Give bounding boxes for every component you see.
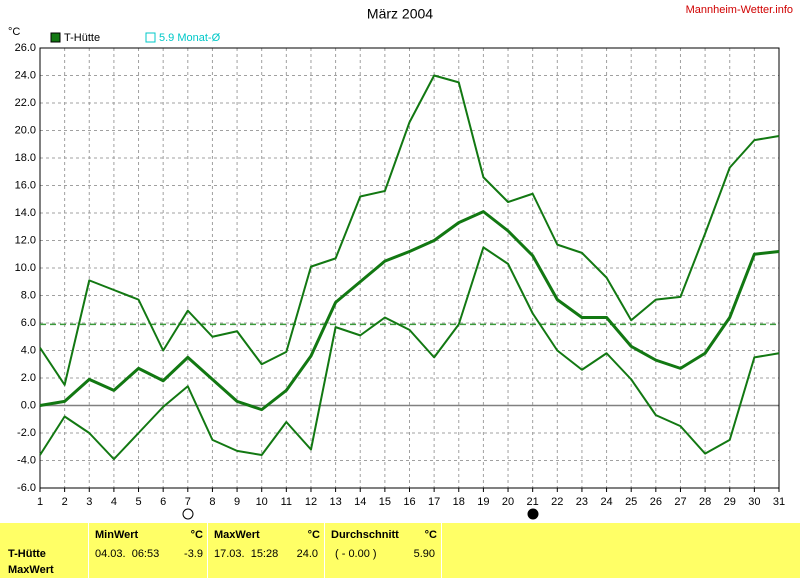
x-tick-label: 3 — [86, 496, 92, 508]
col: Durchschnitt °C ( - 0.00 ) 5.90 — [324, 523, 442, 578]
x-tick-label: 25 — [625, 496, 637, 508]
x-tick-label: 7 — [185, 496, 191, 508]
data-line — [39, 246, 780, 461]
chart: März 2004 Mannheim-Wetter.info °C -6.0 -4… — [8, 4, 793, 520]
col-when: 04.03. 06:53 — [95, 548, 160, 560]
x-tick-label: 30 — [748, 496, 760, 508]
row-label: MaxWert — [8, 564, 54, 576]
row-label: T-Hütte — [8, 548, 46, 560]
y-tick-label: -2.0 — [17, 427, 36, 439]
col-value: 24.0 — [296, 548, 318, 560]
x-tick-label: 26 — [650, 496, 662, 508]
y-tick-label: 26.0 — [15, 42, 36, 54]
x-tick-label: 27 — [674, 496, 686, 508]
x-tick-label: 12 — [305, 496, 317, 508]
x-tick-label: 28 — [699, 496, 711, 508]
x-tick-label: 10 — [256, 496, 268, 508]
x-tick-label: 24 — [600, 496, 612, 508]
legend-label: T-Hütte — [64, 32, 100, 44]
x-tick-label: 16 — [403, 496, 415, 508]
x-tick-label: 8 — [209, 496, 215, 508]
col-title: MaxWert — [214, 529, 260, 541]
col: MinWert °C 04.03. 06:53 -3.9 — [88, 523, 207, 578]
col-unit: °C — [190, 529, 203, 541]
col-value: -3.9 — [184, 548, 203, 560]
y-tick-label: 20.0 — [15, 124, 36, 136]
data-line — [39, 210, 780, 412]
y-tick-label: 12.0 — [15, 234, 36, 246]
x-tick-label: 22 — [551, 496, 563, 508]
moon-full — [182, 508, 194, 520]
chart-title: März 2004 — [367, 6, 433, 22]
col-unit: °C — [307, 529, 320, 541]
y-tick-label: 24.0 — [15, 69, 36, 81]
y-tick-label: 22.0 — [15, 97, 36, 109]
summary-table: T-Hütte MaxWert MinWert °C 04.03. 06:53 … — [0, 523, 800, 578]
x-tick-label: 18 — [453, 496, 465, 508]
data-line — [39, 74, 780, 386]
x-tick-label: 15 — [379, 496, 391, 508]
col-title: MinWert — [95, 529, 139, 541]
y-tick-label: 4.0 — [21, 344, 36, 356]
x-tick-label: 1 — [37, 496, 43, 508]
moon-new — [527, 508, 539, 520]
y-unit: °C — [8, 26, 20, 38]
col-value: 5.90 — [413, 548, 435, 560]
col-title: Durchschnitt — [331, 529, 399, 541]
x-tick-label: 11 — [281, 496, 292, 508]
source: Mannheim-Wetter.info — [686, 4, 793, 16]
x-tick-label: 19 — [477, 496, 489, 508]
x-tick-label: 5 — [135, 496, 141, 508]
x-tick-label: 21 — [527, 496, 539, 508]
plot-border — [39, 47, 780, 489]
y-tick-label: 16.0 — [15, 179, 36, 191]
x-tick-label: 29 — [724, 496, 736, 508]
x-tick-label: 14 — [354, 496, 366, 508]
x-tick-label: 20 — [502, 496, 514, 508]
x-tick-label: 13 — [329, 496, 341, 508]
y-tick-label: -6.0 — [17, 482, 36, 494]
y-tick-label: 2.0 — [21, 372, 36, 384]
y-tick-label: 14.0 — [15, 207, 36, 219]
x-tick-label: 31 — [773, 496, 785, 508]
x-tick-label: 4 — [111, 496, 117, 508]
x-tick-label: 9 — [234, 496, 240, 508]
x-tick-label: 6 — [160, 496, 166, 508]
x-tick-label: 2 — [62, 496, 68, 508]
x-tick-label: 23 — [576, 496, 588, 508]
legend-swatch — [145, 32, 156, 43]
legend-swatch — [50, 32, 61, 43]
y-tick-label: 8.0 — [21, 289, 36, 301]
y-tick-label: 10.0 — [15, 262, 36, 274]
col-when: 17.03. 15:28 — [214, 548, 279, 560]
legend-label: 5.9 Monat-Ø — [159, 32, 221, 44]
col-unit: °C — [424, 529, 437, 541]
col: MaxWert °C 17.03. 15:28 24.0 — [207, 523, 324, 578]
y-tick-label: 6.0 — [21, 317, 36, 329]
y-tick-label: -4.0 — [17, 454, 36, 466]
x-tick-label: 17 — [428, 496, 440, 508]
y-tick-label: 18.0 — [15, 152, 36, 164]
col-when: ( - 0.00 ) — [335, 548, 377, 560]
y-tick-label: 0.0 — [21, 399, 36, 411]
